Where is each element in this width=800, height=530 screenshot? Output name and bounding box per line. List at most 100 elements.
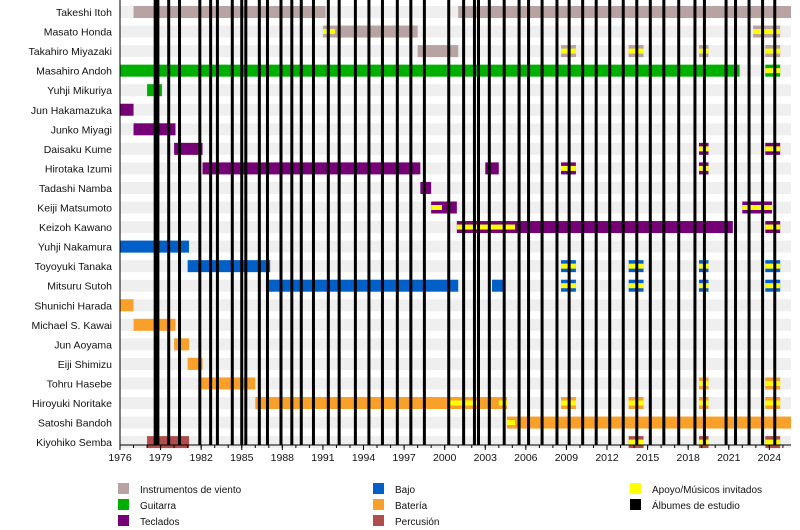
album-line	[167, 0, 171, 445]
member-label: Keizoh Kawano	[39, 222, 112, 234]
album-line	[380, 0, 384, 445]
x-tick-label: 1997	[392, 452, 416, 464]
member-label: Kiyohiko Semba	[36, 437, 112, 449]
legend-swatch	[373, 483, 384, 494]
row-band	[120, 299, 791, 312]
album-line	[395, 0, 399, 445]
album-line	[517, 0, 521, 445]
support-stripe	[506, 420, 516, 426]
member-bar	[485, 162, 499, 175]
album-line	[472, 0, 476, 445]
album-line	[215, 0, 219, 445]
album-line	[326, 0, 330, 445]
member-label: Jun Aoyama	[54, 339, 112, 351]
member-label: Shunichi Harada	[34, 300, 112, 312]
member-label: Daisaku Kume	[44, 144, 112, 156]
x-tick-label: 1988	[271, 452, 295, 464]
album-line	[555, 0, 559, 445]
member-label: Michael S. Kawai	[31, 320, 112, 332]
album-line	[409, 0, 413, 445]
album-line	[540, 0, 544, 445]
x-tick-label: 2000	[433, 452, 457, 464]
album-line	[608, 0, 612, 445]
legend-label: Batería	[395, 501, 428, 512]
album-line	[230, 0, 234, 445]
support-stripe	[765, 48, 781, 54]
support-stripe	[742, 205, 773, 210]
x-tick-label: 1982	[189, 452, 213, 464]
album-line	[447, 0, 451, 445]
member-label: Takeshi Itoh	[56, 7, 112, 19]
row-band	[120, 357, 791, 370]
member-label: Masahiro Andoh	[36, 66, 112, 78]
support-stripe	[765, 283, 781, 289]
member-bar	[492, 279, 505, 292]
x-tick-label: 1976	[108, 452, 132, 464]
member-label: Hirotaka Izumi	[45, 163, 112, 175]
row-band	[120, 103, 791, 116]
member-label: Tadashi Namba	[39, 183, 112, 195]
row-band	[120, 318, 791, 331]
member-label: Toyoyuki Tanaka	[35, 261, 113, 273]
legend-label: Álbumes de estudio	[652, 499, 740, 512]
member-label: Mitsuru Sutoh	[47, 281, 112, 293]
album-line	[244, 0, 248, 445]
album-line	[677, 0, 681, 445]
legend-swatch	[118, 483, 129, 494]
album-line	[257, 0, 261, 445]
member-bar	[268, 279, 459, 292]
support-stripe	[753, 29, 781, 35]
member-label: Junko Miyagi	[51, 124, 112, 136]
x-tick-label: 2015	[636, 452, 660, 464]
row-band	[120, 25, 791, 38]
row-band	[120, 123, 791, 136]
member-label: Eiji Shimizu	[58, 359, 112, 371]
member-label: Takahiro Miyazaki	[29, 46, 112, 58]
album-line	[290, 0, 294, 445]
support-stripe	[765, 380, 781, 386]
member-label: Jun Hakamazuka	[31, 105, 112, 117]
album-line	[761, 0, 765, 445]
row-band	[120, 240, 791, 253]
support-stripe	[431, 205, 442, 210]
support-stripe	[765, 146, 781, 152]
legend-swatch	[118, 499, 129, 510]
album-line	[178, 0, 182, 445]
member-label: Keiji Matsumoto	[37, 203, 112, 215]
album-line	[337, 0, 341, 445]
legend-label: Guitarra	[140, 501, 177, 512]
x-tick-label: 2018	[677, 452, 701, 464]
x-tick-label: 2003	[474, 452, 498, 464]
member-bar	[174, 338, 189, 351]
member-bar	[431, 201, 457, 214]
album-line	[487, 0, 491, 445]
album-line	[621, 0, 625, 445]
album-line	[153, 0, 157, 445]
row-band	[120, 181, 791, 194]
support-stripe	[765, 68, 781, 74]
album-line	[367, 0, 371, 445]
support-stripe	[765, 439, 781, 445]
x-axis: 1976 1979 1982 1985 1988 1991 1994 1997 2000 2003…	[108, 0, 791, 464]
album-line	[527, 0, 531, 445]
x-tick-label: 1991	[311, 452, 335, 464]
support-stripe	[765, 400, 781, 406]
member-bar	[133, 6, 326, 18]
x-tick-label: 1985	[230, 452, 254, 464]
x-tick-label: 2012	[595, 452, 619, 464]
legend: Instrumentos de viento Guitarra Teclados Ba…	[118, 483, 762, 528]
legend-swatch	[630, 483, 641, 494]
album-line	[648, 0, 652, 445]
legend-label: Teclados	[140, 517, 179, 528]
album-line	[240, 0, 244, 445]
album-line	[353, 0, 357, 445]
legend-swatch	[630, 499, 641, 510]
member-label: Hiroyuki Noritake	[32, 398, 112, 410]
album-line	[279, 0, 283, 445]
row-band	[120, 142, 791, 155]
member-bar	[120, 64, 740, 77]
legend-swatch	[118, 515, 129, 526]
album-line	[693, 0, 697, 445]
member-label: Masato Honda	[44, 27, 112, 39]
